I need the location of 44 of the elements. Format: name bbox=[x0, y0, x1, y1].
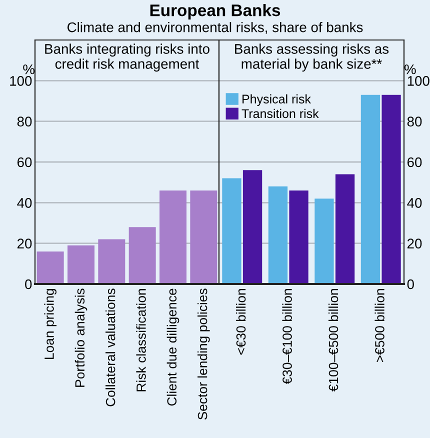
bar bbox=[36, 251, 64, 284]
bar bbox=[98, 239, 126, 284]
bar bbox=[268, 186, 288, 284]
y2-tick-label: 60 bbox=[407, 157, 422, 168]
y-tick-label: 60 bbox=[17, 157, 32, 168]
legend-label: Physical risk bbox=[242, 94, 311, 106]
bar bbox=[222, 178, 242, 284]
x-tick-label: Loan pricing bbox=[44, 289, 56, 359]
chart-title: European Banks bbox=[150, 4, 280, 20]
y2-tick-label: 80 bbox=[407, 116, 422, 127]
y-axis-title: % bbox=[23, 64, 35, 74]
bar bbox=[335, 174, 355, 284]
x-tick-label: Portfolio analysis bbox=[74, 288, 88, 387]
y2-tick-label: 0 bbox=[407, 279, 414, 290]
y2-axis-title: % bbox=[404, 64, 416, 74]
bar bbox=[190, 190, 218, 284]
x-tick-label: Risk classification bbox=[136, 289, 146, 392]
x-tick-label: €100–€500 billion bbox=[328, 289, 338, 392]
legend-label: Transition risk bbox=[242, 108, 319, 118]
x-tick-label: Client due dilligence bbox=[166, 288, 180, 406]
bar bbox=[128, 227, 156, 284]
bar bbox=[382, 94, 401, 284]
bar bbox=[360, 94, 380, 284]
y-tick-label: 100 bbox=[10, 76, 32, 86]
y2-tick-label: 100 bbox=[408, 76, 430, 86]
x-tick-label: Sector lending policies bbox=[198, 288, 210, 420]
y-tick-label: 20 bbox=[17, 238, 32, 249]
annotation: Banks integrating risks into credit risk management bbox=[45, 44, 210, 72]
x-tick-label: Collateral valuations bbox=[106, 288, 116, 406]
bar bbox=[160, 190, 186, 284]
x-tick-label: €30–€100 billion bbox=[282, 289, 292, 384]
y2-tick-label: 40 bbox=[407, 198, 422, 208]
annotation: Banks assessing risks as material by bank size** bbox=[235, 44, 389, 72]
y2-tick-label: 20 bbox=[407, 238, 422, 249]
y-tick-label: 0 bbox=[25, 279, 32, 290]
x-tick-label: >€500 billion bbox=[374, 289, 384, 362]
bar bbox=[314, 198, 334, 284]
bar bbox=[68, 245, 94, 284]
bar bbox=[289, 190, 308, 284]
y-tick-label: 40 bbox=[17, 198, 32, 208]
x-tick-label: <€30 billion bbox=[236, 289, 246, 355]
bar bbox=[242, 170, 262, 284]
chart-subtitle: Climate and environmental risks, share of banks bbox=[68, 22, 363, 34]
y-tick-label: 80 bbox=[17, 116, 32, 127]
